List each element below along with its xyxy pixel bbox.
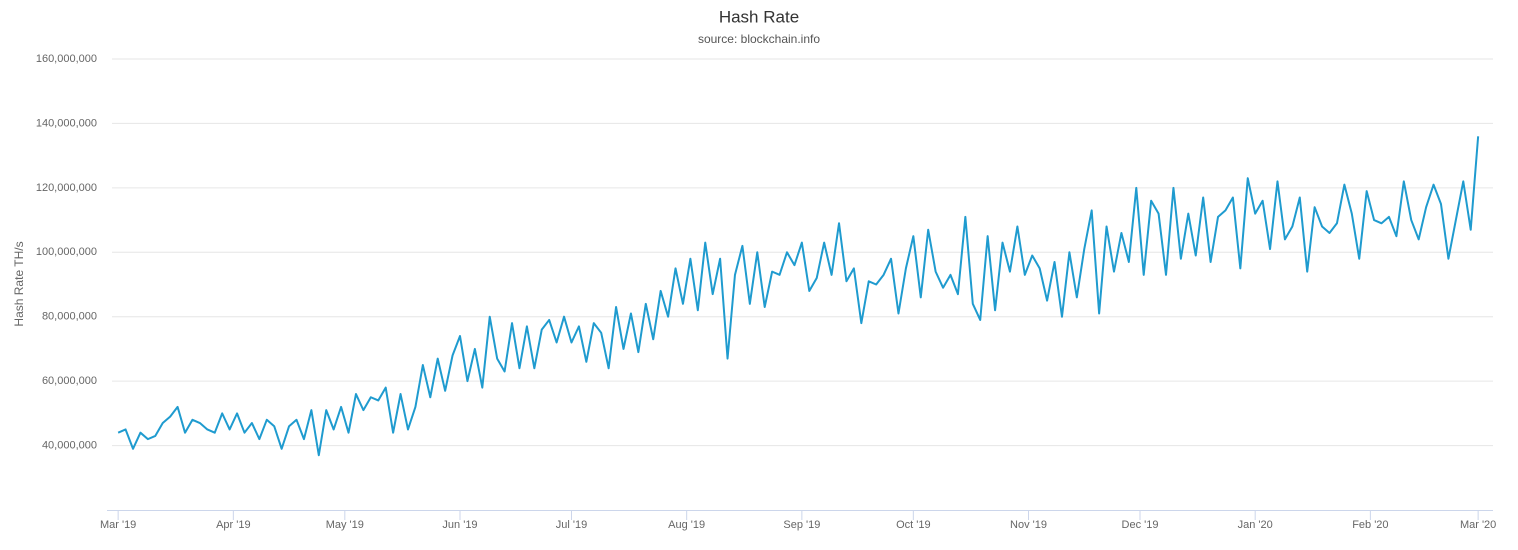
y-tick-label: 60,000,000 [42, 375, 97, 387]
x-tick-label: Sep '19 [783, 519, 820, 531]
x-tick-label: May '19 [326, 519, 364, 531]
x-tick-label: Jul '19 [556, 519, 587, 531]
x-tick-label: Mar '20 [1460, 519, 1496, 531]
y-axis-label: Hash Rate TH/s [12, 241, 26, 326]
y-tick-label: 120,000,000 [36, 182, 97, 194]
x-tick-label: Nov '19 [1010, 519, 1047, 531]
x-tick-label: Oct '19 [896, 519, 931, 531]
data-line [117, 136, 1480, 457]
chart-title: Hash Rate [719, 7, 799, 26]
y-tick-label: 160,000,000 [36, 53, 97, 65]
y-tick-label: 140,000,000 [36, 117, 97, 129]
x-tick-label: Dec '19 [1122, 519, 1159, 531]
x-tick-label: Aug '19 [668, 519, 705, 531]
x-tick-label: Jan '20 [1238, 519, 1273, 531]
y-tick-label: 100,000,000 [36, 246, 97, 258]
x-tick-label: Mar '19 [100, 519, 136, 531]
x-tick-label: Apr '19 [216, 519, 251, 531]
y-tick-label: 40,000,000 [42, 439, 97, 451]
chart-subtitle: source: blockchain.info [698, 32, 820, 46]
y-tick-label: 80,000,000 [42, 311, 97, 323]
x-tick-label: Feb '20 [1352, 519, 1388, 531]
x-tick-label: Jun '19 [442, 519, 477, 531]
